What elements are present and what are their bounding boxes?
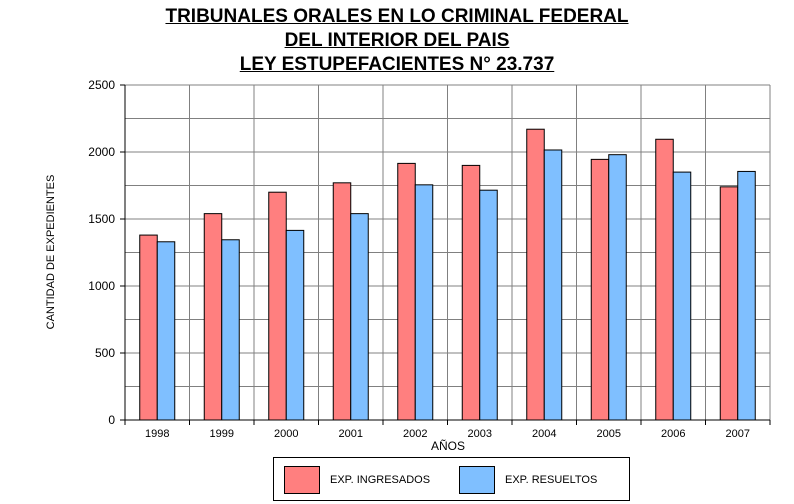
y-axis-title: CANTIDAD DE EXPEDIENTES [45,174,57,330]
bars [139,128,756,421]
bar-ingresados-2007 [719,186,739,421]
bar-resueltos-2005 [608,154,627,421]
bar-resueltos-2003 [479,189,498,421]
legend-label-resueltos: EXP. RESUELTOS [505,474,598,486]
x-tick-label: 2002 [403,428,427,440]
x-tick-label: 1998 [145,428,169,440]
bar-resueltos-1999 [221,239,240,421]
bar-resueltos-2004 [543,149,563,421]
legend-swatch-resueltos [459,466,495,494]
x-tick-label: 2001 [339,428,363,440]
bar-ingresados-2001 [332,182,352,421]
axes [120,84,771,425]
bar-resueltos-2006 [672,171,692,421]
x-tick-label: 2003 [468,428,492,440]
bar-ingresados-2003 [461,164,481,421]
x-tick-label: 2007 [726,428,750,440]
x-tick-label: 2005 [597,428,621,440]
legend-swatch-ingresados [284,466,320,494]
bar-resueltos-1998 [156,241,176,421]
chart-title-line-3: LEY ESTUPEFACIENTES N° 23.737 [239,54,555,75]
x-tick-label: 2006 [661,428,685,440]
bar-ingresados-1998 [139,234,158,421]
bar-ingresados-1999 [203,213,223,421]
bar-resueltos-2007 [737,170,756,421]
legend: EXP. INGRESADOS EXP. RESUELTOS [273,457,630,501]
bar-resueltos-2000 [285,229,305,421]
y-tick-label: 1000 [88,279,115,293]
y-tick-label: 500 [95,346,115,360]
bar-ingresados-2006 [655,138,674,421]
y-tick-label: 0 [108,413,115,427]
chart-title-line-2: DEL INTERIOR DEL PAIS [284,30,510,51]
y-tick-label: 1500 [88,212,115,226]
y-tick-label: 2000 [88,145,115,159]
tick-labels: 1998 1999 2000 2001 2002 2003 2004 2005 2006 2007… [88,78,750,440]
bar-ingresados-2000 [268,191,287,421]
x-tick-label: 2004 [532,428,556,440]
x-tick-label: 1999 [210,428,234,440]
x-tick-label: 2000 [274,428,298,440]
x-axis-title: AÑOS [430,439,466,453]
bar-ingresados-2002 [397,162,416,421]
bar-ingresados-2005 [590,158,610,421]
bar-resueltos-2001 [350,213,369,421]
chart-title-line-1: TRIBUNALES ORALES EN LO CRIMINAL FEDERAL [165,6,629,27]
bar-resueltos-2002 [414,184,434,421]
y-tick-label: 2500 [88,78,115,92]
bar-ingresados-2004 [526,128,545,421]
legend-label-ingresados: EXP. INGRESADOS [330,474,431,486]
